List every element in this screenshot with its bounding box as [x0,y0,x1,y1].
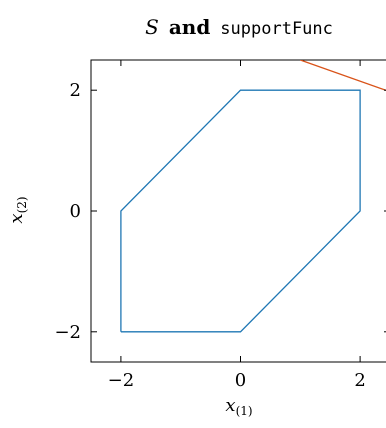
x-tick-label: 2 [354,370,365,391]
plot-frame [90,59,386,363]
x-tick-label: −2 [108,370,135,391]
tick-layer: −2 0 2 −2 0 2 [54,60,386,391]
x-axis-label: x(1) [225,395,252,418]
y-axis-label-base: x [6,213,27,223]
title-symbol: S [145,15,159,39]
title-func-name: supportFunc [220,19,333,39]
y-axis-label-sub: (2) [15,196,29,213]
y-axis-label: x(2) [6,196,29,223]
y-tick-label: 0 [70,201,81,222]
y-tick-label: 2 [70,80,81,101]
y-tick-label: −2 [54,322,81,343]
series-support-line [300,60,386,91]
series-set-polygon [120,89,361,333]
chart-title: S and supportFunc [145,15,333,39]
title-connector: and [169,15,211,39]
x-tick-label: 0 [235,370,246,391]
x-axis-label-base: x [225,395,235,416]
x-axis-label-sub: (1) [236,404,253,418]
series-layer [120,60,386,333]
